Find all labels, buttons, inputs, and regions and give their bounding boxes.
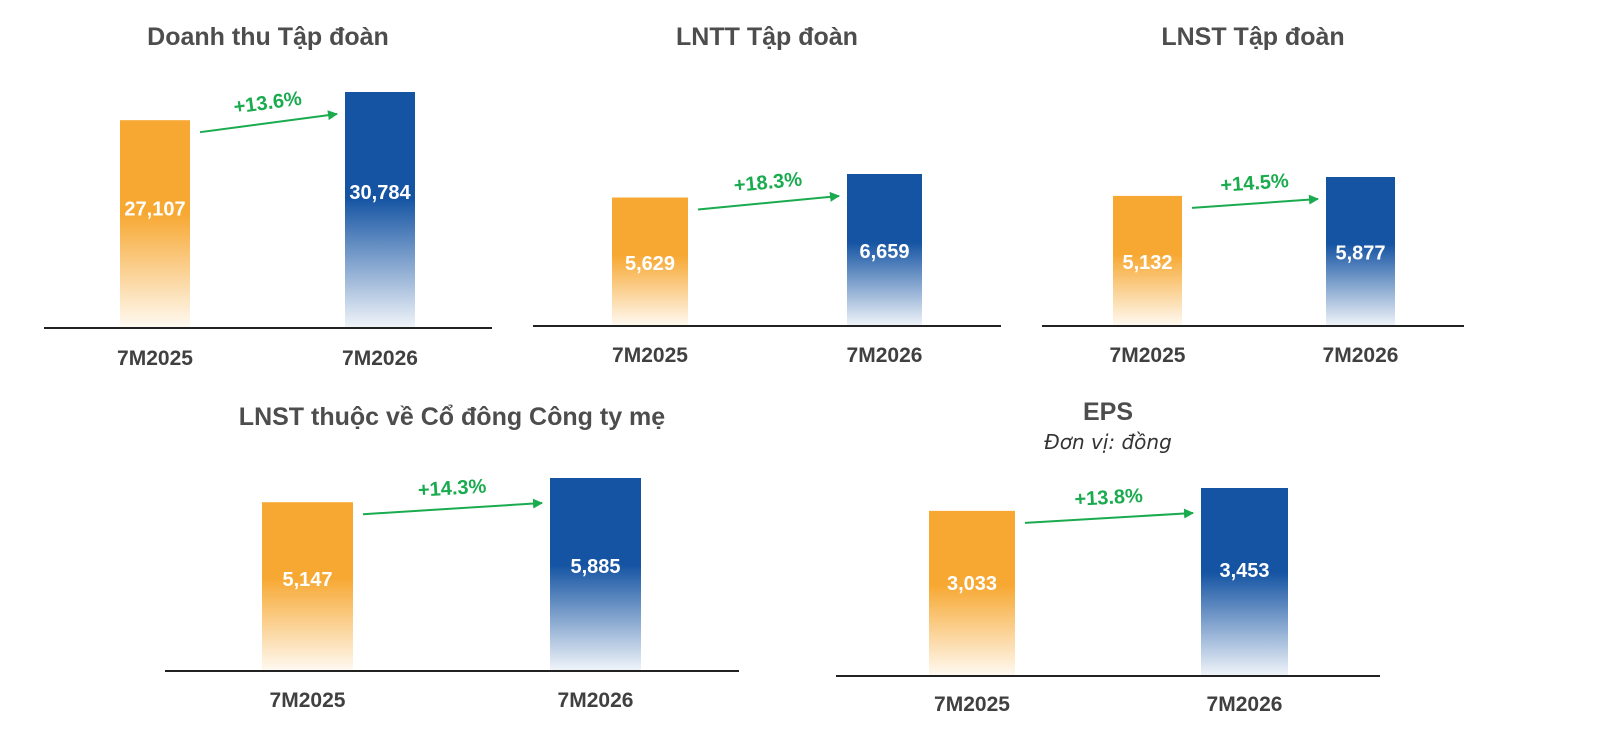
- category-label: 7M2025: [1110, 344, 1186, 367]
- bar-7m2025: [120, 120, 190, 328]
- bar-value-label: 5,147: [282, 569, 332, 591]
- category-label: 7M2026: [558, 689, 634, 712]
- bar-value-label: 27,107: [124, 198, 185, 220]
- chart-title: LNST thuộc về Cổ đông Công ty mẹ: [239, 403, 665, 431]
- category-label: 7M2025: [612, 344, 688, 367]
- category-label: 7M2025: [934, 693, 1010, 716]
- category-label: 7M2026: [1207, 693, 1283, 716]
- bar-value-label: 5,877: [1335, 243, 1385, 265]
- growth-label: +18.3%: [733, 169, 803, 197]
- chart-subtitle: Đơn vị: đồng: [1044, 430, 1172, 454]
- growth-label: +14.3%: [417, 475, 487, 501]
- growth-arrow: [199, 110, 338, 134]
- growth-arrow: [1024, 508, 1194, 524]
- category-label: 7M2025: [270, 689, 346, 712]
- bar-7m2026: [1326, 177, 1395, 326]
- growth-arrow: [1191, 194, 1319, 209]
- category-label: 7M2025: [117, 347, 193, 370]
- bar-value-label: 5,885: [570, 556, 620, 578]
- bar-7m2025: [1113, 195, 1182, 326]
- bar-7m2025: [929, 510, 1015, 676]
- bar-value-label: 3,033: [947, 573, 997, 595]
- bar-value-label: 5,132: [1122, 252, 1172, 274]
- bar-7m2026: [1201, 488, 1288, 676]
- chart-panel-3: LNST Tập đoàn 5,132 7M2025 5,877 7M2026 +14.5…: [1042, 23, 1464, 367]
- chart-title: LNST Tập đoàn: [1161, 23, 1344, 51]
- bar-value-label: 30,784: [349, 182, 411, 204]
- bar-value-label: 6,659: [859, 241, 909, 263]
- chart-title: LNTT Tập đoàn: [676, 23, 858, 51]
- bar-7m2026: [550, 478, 641, 671]
- growth-label: +13.8%: [1074, 485, 1144, 511]
- chart-panel-5: EPS Đơn vị: đồng 3,033 7M2025 3,453 7M2026 +13…: [836, 398, 1380, 716]
- category-label: 7M2026: [847, 344, 923, 367]
- chart-panel-2: LNTT Tập đoàn 5,629 7M2025 6,659 7M2026 +18.3…: [533, 23, 1001, 367]
- growth-arrow: [362, 498, 543, 516]
- category-label: 7M2026: [342, 347, 418, 370]
- bar-7m2026: [847, 174, 922, 326]
- growth-arrow: [697, 191, 840, 211]
- bar-value-label: 5,629: [625, 253, 675, 275]
- chart-title: EPS: [1083, 398, 1133, 426]
- chart-panel-1: Doanh thu Tập đoàn 27,107 7M2025 30,784 7M20…: [44, 23, 492, 370]
- bar-7m2025: [262, 502, 353, 671]
- category-label: 7M2026: [1323, 344, 1399, 367]
- chart-title: Doanh thu Tập đoàn: [147, 23, 389, 51]
- bar-value-label: 3,453: [1219, 560, 1269, 582]
- bar-7m2025: [612, 197, 688, 326]
- bar-7m2026: [345, 92, 415, 328]
- chart-panel-4: LNST thuộc về Cổ đông Công ty mẹ 5,147 7M2…: [165, 403, 739, 712]
- growth-label: +14.5%: [1220, 170, 1290, 197]
- growth-label: +13.6%: [232, 88, 303, 119]
